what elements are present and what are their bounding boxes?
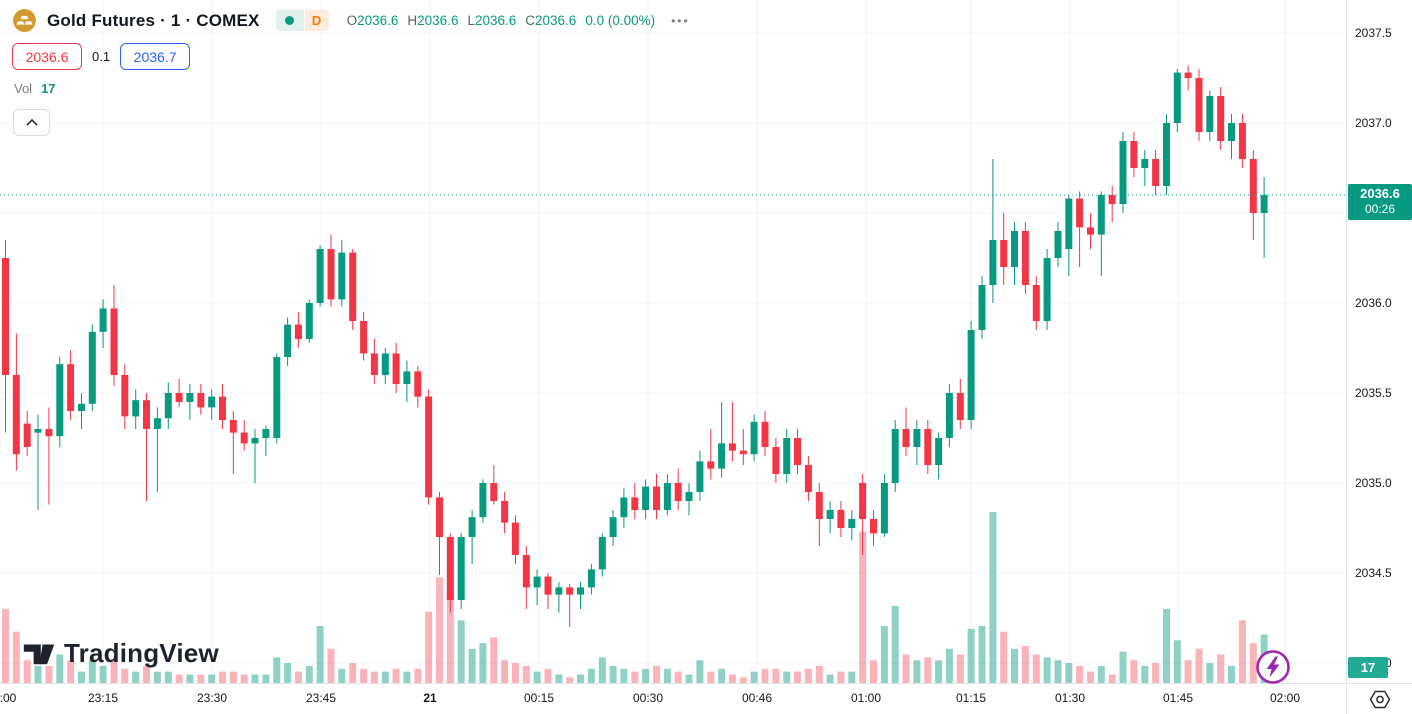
- time-axis-label: 23:15: [87, 691, 119, 705]
- instant-trading-button[interactable]: [1254, 648, 1292, 686]
- price-axis-label: 2036.0: [1355, 296, 1392, 310]
- status-dot-icon: [285, 16, 295, 25]
- price-axis-label: 2037.0: [1355, 116, 1392, 130]
- time-axis-label: 23:30: [196, 691, 228, 705]
- price-axis-label: 2035.0: [1355, 476, 1392, 490]
- time-axis-label: 21: [423, 691, 437, 705]
- open-value: 2036.6: [357, 13, 399, 28]
- high-value: 2036.6: [417, 13, 459, 28]
- high-label: H: [407, 13, 418, 28]
- current-price-badge: 2036.6 00:26: [1348, 184, 1412, 221]
- time-axis-label: 23:45: [305, 691, 337, 705]
- quote-row: 2036.6 0.1 2036.7: [12, 43, 191, 70]
- volume-value: 17: [41, 81, 56, 96]
- lightning-bolt-icon: [1256, 650, 1290, 684]
- change-value: 0.0 (0.00%): [585, 13, 656, 28]
- more-options-icon[interactable]: •••: [671, 13, 690, 28]
- collapse-pane-button[interactable]: [13, 109, 50, 136]
- grid: [0, 0, 1346, 683]
- low-label: L: [467, 13, 475, 28]
- time-axis-label: 00:15: [523, 691, 555, 705]
- candlestick-chart[interactable]: [0, 0, 1346, 683]
- ask-button[interactable]: 2036.7: [120, 43, 191, 70]
- time-axis[interactable]: :00 23:15 23:30 23:45 21 00:15 00:30 00:46 01:00…: [0, 683, 1346, 714]
- bid-button[interactable]: 2036.6: [12, 43, 82, 70]
- time-axis-label: 01:00: [850, 691, 882, 705]
- volume-series: [2, 512, 1268, 683]
- time-axis-label: 00:46: [741, 691, 773, 705]
- time-axis-label: :00: [0, 691, 17, 705]
- axis-corner: [1346, 683, 1412, 714]
- time-axis-label: 01:30: [1054, 691, 1086, 705]
- candles-series: [2, 65, 1268, 627]
- open-label: O: [346, 13, 358, 28]
- time-axis-label: 00:30: [632, 691, 664, 705]
- volume-label: Vol: [14, 81, 33, 96]
- price-axis-label: 2037.5: [1355, 26, 1392, 40]
- symbol-header: Gold Futures · 1 · COMEX D O2036.6 H2036…: [12, 8, 690, 33]
- tradingview-watermark-text: TradingView: [64, 638, 219, 668]
- current-volume-badge: 17: [1348, 657, 1388, 678]
- current-price-value: 2036.6: [1360, 186, 1400, 201]
- market-status-pill[interactable]: [275, 10, 304, 31]
- low-value: 2036.6: [474, 13, 517, 28]
- time-axis-label: 01:15: [955, 691, 987, 705]
- chevron-up-icon: [25, 119, 38, 126]
- price-axis-label: 2035.5: [1355, 386, 1392, 400]
- gold-futures-icon: [13, 9, 36, 32]
- price-axis[interactable]: 2034.02034.52035.02035.52036.02037.02037…: [1346, 0, 1412, 683]
- spread-value: 0.1: [92, 49, 111, 64]
- ohlc-readout: O2036.6 H2036.6 L2036.6 C2036.6 0.0 (0.0…: [347, 13, 656, 28]
- close-label: C: [525, 13, 536, 28]
- price-axis-label: 2034.5: [1355, 566, 1392, 580]
- tradingview-watermark[interactable]: TradingView: [22, 638, 219, 669]
- close-value: 2036.6: [535, 13, 577, 28]
- time-axis-label: 01:45: [1162, 691, 1194, 705]
- delayed-data-badge[interactable]: D: [304, 10, 329, 31]
- data-status-pills: D: [275, 10, 329, 31]
- time-axis-label: 02:00: [1269, 691, 1301, 705]
- volume-legend: Vol 17: [14, 81, 56, 96]
- tradingview-logo-icon: [23, 644, 55, 665]
- axis-settings-icon[interactable]: [1369, 690, 1391, 709]
- symbol-title[interactable]: Gold Futures · 1 · COMEX: [47, 10, 260, 30]
- bar-countdown: 00:26: [1364, 202, 1396, 217]
